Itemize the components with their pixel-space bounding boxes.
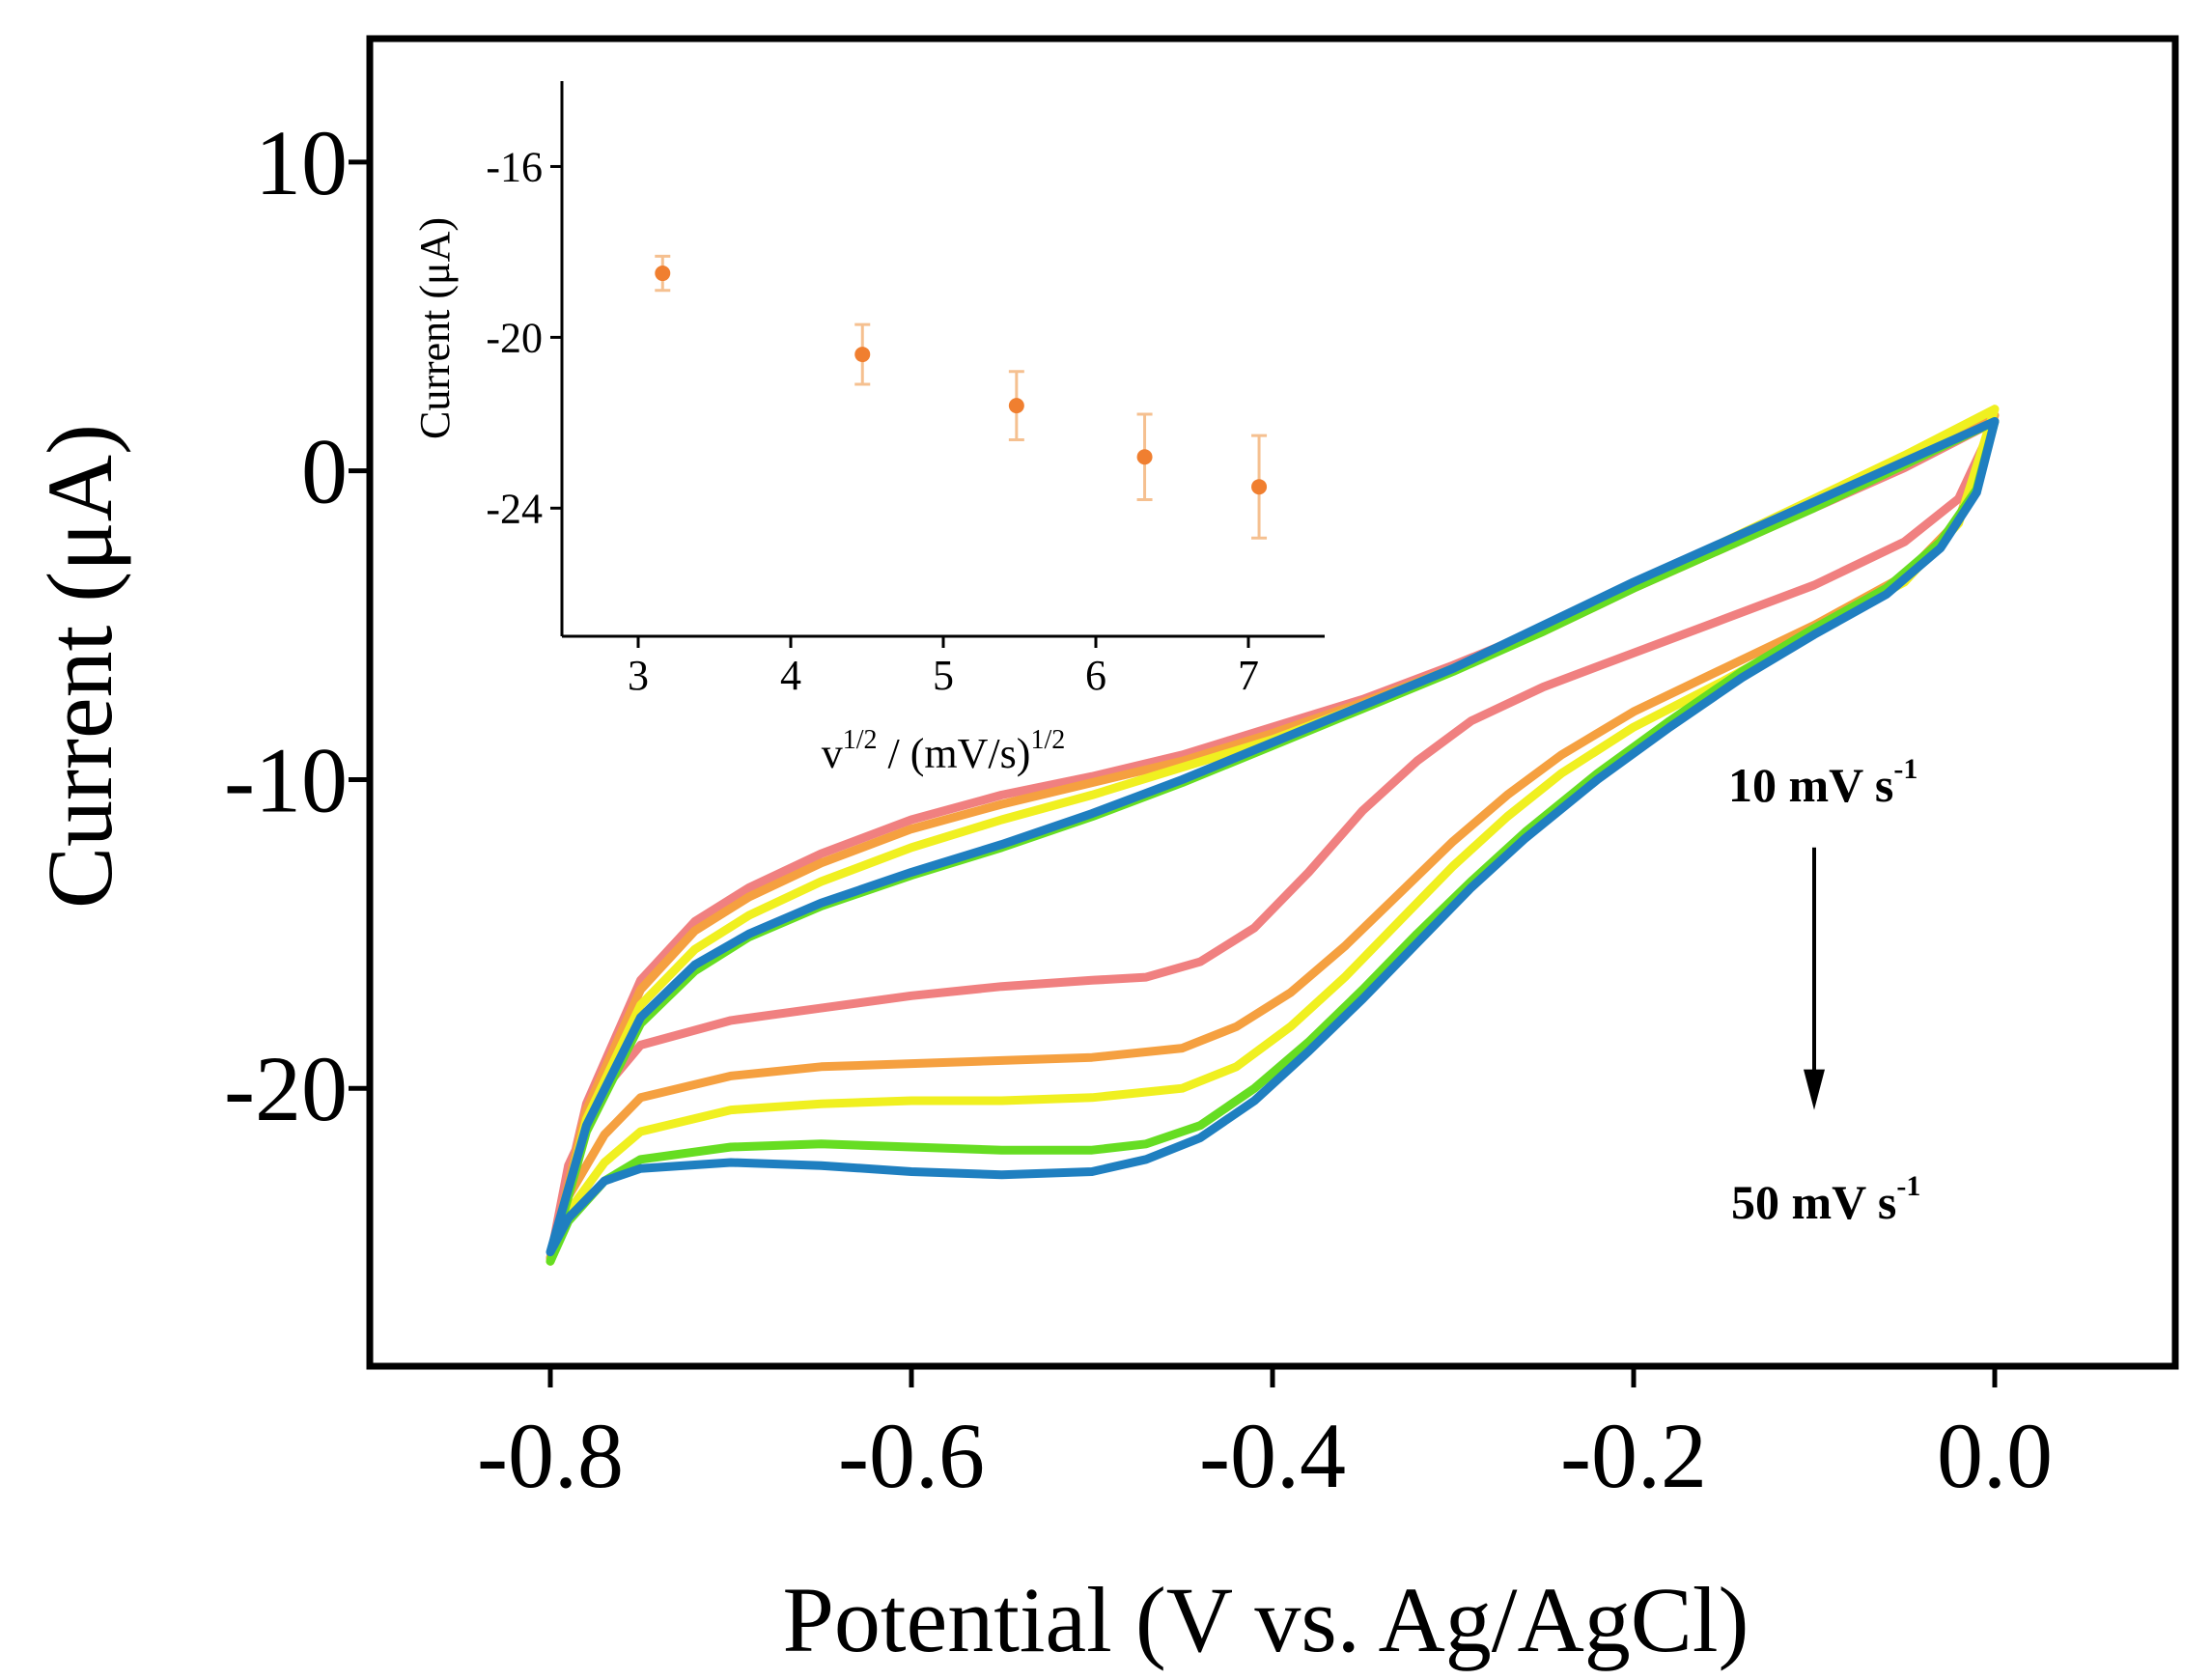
inset-points-group <box>655 254 1268 540</box>
cv-curve-5 <box>546 417 2000 1257</box>
main-x-tick-label-1: -0.6 <box>838 1404 985 1507</box>
inset-x-axis-label-sup1: 1/2 <box>843 725 878 755</box>
main-x-tick-label-2: -0.4 <box>1199 1404 1346 1507</box>
main-y-ticks: -20 -10 0 10 <box>224 111 370 1140</box>
main-x-tick-label-4: 0.0 <box>1937 1404 2053 1507</box>
inset-y-axis-label: Current (μA) <box>411 217 459 439</box>
main-y-tick-label-2: 0 <box>301 420 348 523</box>
inset-marker-3 <box>1008 398 1024 414</box>
main-x-tick-label-0: -0.8 <box>477 1404 624 1507</box>
main-x-ticks: -0.8 -0.6 -0.4 -0.2 0.0 <box>477 1366 2053 1507</box>
inset-y-tick-label-0: -24 <box>486 485 543 532</box>
inset-y-ticks: -24 -20 -16 <box>486 143 562 532</box>
inset-x-ticks: 3 4 5 6 7 <box>628 636 1259 699</box>
inset-x-tick-label-4: 7 <box>1238 652 1259 699</box>
scan-rate-label-10: 10 mV s-1 <box>1728 753 1917 812</box>
inset-point-2 <box>854 322 871 386</box>
main-y-tick-label-0: -20 <box>224 1037 348 1140</box>
main-x-axis-label: Potential (V vs. Ag/AgCl) <box>783 1568 1749 1671</box>
inset-x-axis-label-rest: / (mV/s) <box>878 730 1031 777</box>
main-y-axis-label: Current (μA) <box>28 424 131 909</box>
inset-marker-1 <box>655 266 671 282</box>
inset-x-axis-label-sup2: 1/2 <box>1030 725 1065 755</box>
main-series-group <box>546 405 2000 1266</box>
main-plot: -0.8 -0.6 -0.4 -0.2 0.0 -20 -10 0 10 Potential … <box>28 35 2179 1671</box>
main-y-tick-label-1: -10 <box>224 728 348 831</box>
main-y-tick-label-3: 10 <box>255 111 348 214</box>
inset-plot-background <box>562 81 1325 636</box>
inset-x-tick-label-0: 3 <box>628 652 649 699</box>
scan-rate-label-50: 50 mV s-1 <box>1731 1170 1920 1229</box>
inset-y-tick-label-1: -20 <box>486 314 543 361</box>
inset-x-tick-label-2: 5 <box>933 652 954 699</box>
inset-x-axis-label: v1/2 / (mV/s)1/2 <box>822 725 1065 777</box>
inset-point-1 <box>655 254 671 293</box>
inset-x-tick-label-1: 4 <box>780 652 801 699</box>
scan-rate-label-50-sup: -1 <box>1896 1170 1920 1202</box>
cv-curve-1 <box>546 417 2000 1263</box>
scan-rate-label-10-text: 10 mV s <box>1728 758 1893 812</box>
main-x-tick-label-3: -0.2 <box>1560 1404 1707 1507</box>
inset-marker-5 <box>1251 479 1268 495</box>
inset-marker-2 <box>854 347 871 363</box>
inset-point-5 <box>1251 434 1268 540</box>
inset-x-tick-label-3: 6 <box>1085 652 1106 699</box>
inset-point-3 <box>1008 370 1024 442</box>
scan-rate-label-50-text: 50 mV s <box>1731 1175 1896 1229</box>
inset-marker-4 <box>1136 449 1153 465</box>
scan-rate-arrow-head <box>1804 1069 1825 1110</box>
inset-point-4 <box>1136 412 1153 501</box>
scan-rate-label-10-sup: -1 <box>1893 753 1917 785</box>
inset-x-axis-label-main: v <box>822 730 843 777</box>
inset-y-tick-label-2: -16 <box>486 143 543 190</box>
